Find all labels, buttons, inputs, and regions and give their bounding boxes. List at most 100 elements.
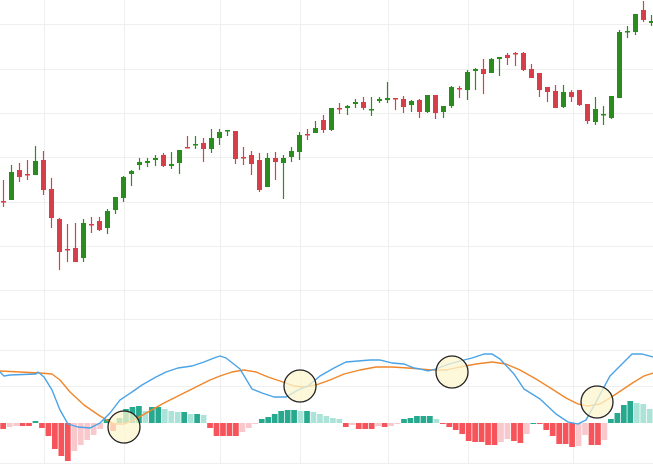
candle-up: [377, 97, 382, 103]
candle-down: [433, 95, 438, 119]
histogram-bar-positive: [291, 410, 297, 423]
candle-up: [9, 165, 14, 200]
histogram-bar-positive: [32, 421, 39, 423]
histogram-bar-negative: [575, 423, 582, 446]
candle-up: [409, 100, 414, 112]
candle-body: [441, 106, 446, 112]
candle-down: [161, 153, 166, 167]
histogram-bar-positive: [271, 414, 278, 423]
candle-down: [305, 129, 310, 140]
histogram-bar-positive: [297, 411, 304, 423]
candle-body: [233, 131, 238, 159]
candle-body: [433, 95, 438, 113]
histogram-bar-positive: [414, 416, 420, 423]
candle-down: [185, 136, 190, 149]
candle-body: [297, 135, 302, 152]
candle-body: [633, 14, 638, 32]
candle-body: [193, 144, 198, 146]
histogram-bar-positive: [168, 411, 175, 423]
candle-body: [121, 177, 126, 198]
candle-body: [497, 57, 502, 59]
histogram-bar-positive: [330, 418, 336, 423]
candle-down: [513, 52, 518, 66]
candle-down: [321, 115, 326, 133]
candle-body: [457, 88, 462, 90]
candle-body: [201, 143, 206, 149]
candle-body: [577, 90, 582, 105]
histogram-bar-positive: [620, 405, 627, 423]
histogram-bar-positive: [103, 419, 110, 423]
candle-body: [57, 219, 62, 252]
candle-body: [521, 53, 526, 70]
histogram-bar-negative: [452, 423, 459, 430]
candle-up: [145, 158, 150, 167]
histogram-bar-negative: [543, 423, 550, 430]
candle-body: [569, 92, 574, 97]
crossover-circle-marker: [107, 410, 141, 444]
candle-up: [33, 146, 38, 175]
candle-body: [289, 151, 294, 157]
candle-down: [41, 151, 46, 195]
candle-up: [561, 85, 566, 108]
histogram-bar-negative: [220, 423, 226, 436]
candle-down: [529, 64, 534, 78]
candle-body: [401, 99, 406, 107]
candle-up: [113, 197, 118, 214]
histogram-bar-negative: [245, 423, 252, 428]
histogram-bar-positive: [633, 403, 640, 423]
candle-body: [9, 172, 14, 200]
candle-down: [505, 53, 510, 65]
candle-up: [209, 129, 214, 153]
candle-body: [153, 158, 158, 160]
histogram-bar-positive: [646, 409, 653, 423]
candle-body: [97, 221, 102, 230]
candle-up: [129, 170, 134, 186]
histogram-bar-positive: [181, 412, 188, 423]
histogram-bar-negative: [601, 423, 608, 440]
candle-up: [329, 108, 334, 131]
histogram-bar-negative: [58, 423, 65, 456]
histogram-bar-negative: [77, 423, 84, 445]
candle-down: [49, 178, 54, 228]
candle-down: [249, 151, 254, 175]
histogram-bar-negative: [478, 423, 485, 442]
candle-up: [625, 26, 630, 38]
histogram-bar-negative: [459, 423, 466, 434]
histogram-bar-positive: [136, 406, 142, 423]
histogram-bar-positive: [258, 419, 265, 423]
histogram-bar-negative: [226, 423, 233, 436]
histogram-bar-negative: [375, 423, 381, 426]
histogram-bar-negative: [595, 423, 601, 445]
candle-up: [81, 219, 86, 262]
histogram-bar-negative: [207, 423, 213, 428]
candle-up: [385, 82, 390, 103]
candle-body: [81, 223, 86, 258]
candle-body: [417, 100, 422, 112]
histogram-bar-negative: [588, 423, 595, 445]
candle-up: [137, 158, 142, 170]
histogram-bar-positive: [401, 419, 407, 423]
macd-histogram: [0, 401, 653, 461]
histogram-bar-negative: [556, 423, 563, 444]
histogram-bar-negative: [465, 423, 472, 441]
candle-body: [329, 108, 334, 130]
candle-up: [193, 136, 198, 149]
candle-up: [441, 106, 446, 118]
candle-down: [257, 153, 262, 192]
candle-up: [601, 106, 606, 125]
candle-down: [65, 224, 70, 262]
crossover-circle-marker: [580, 385, 614, 419]
signal-line: [0, 361, 653, 425]
histogram-bar-positive: [433, 419, 440, 423]
candle-up: [289, 147, 294, 162]
histogram-bar-positive: [200, 415, 207, 423]
histogram-bar-negative: [472, 423, 478, 442]
candle-body: [529, 69, 534, 78]
histogram-bar-positive: [336, 419, 343, 423]
candle-body: [601, 114, 606, 116]
candle-up: [297, 132, 302, 160]
candle-body: [489, 59, 494, 73]
candle-up: [121, 176, 126, 202]
candle-body: [161, 155, 166, 166]
